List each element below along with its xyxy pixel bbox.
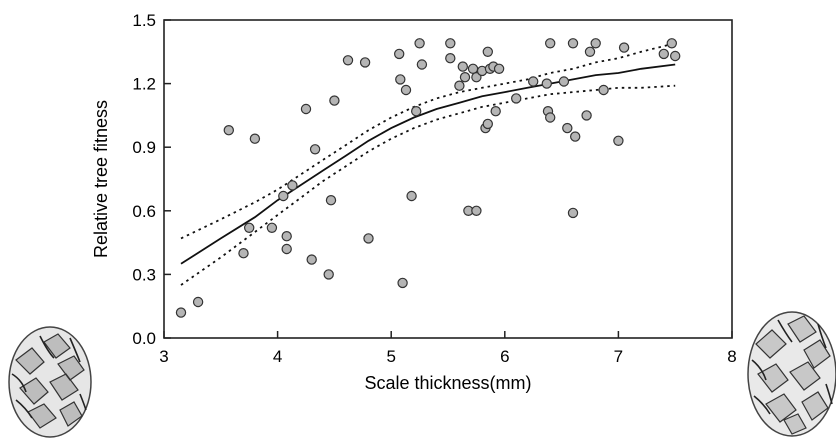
- data-point: [445, 53, 456, 64]
- data-point: [581, 110, 592, 121]
- x-axis-ticks: 3 4 5 6 7 8: [159, 331, 737, 366]
- y-tick-label: 0.6: [132, 202, 156, 221]
- data-point: [584, 46, 596, 58]
- data-point: [359, 57, 371, 68]
- data-point: [325, 194, 337, 206]
- data-point: [394, 48, 405, 60]
- x-axis-title: Scale thickness(mm): [364, 373, 531, 393]
- data-point: [249, 133, 261, 144]
- data-point: [482, 118, 493, 130]
- x-tick-label: 7: [614, 347, 623, 366]
- data-point: [545, 112, 556, 123]
- y-axis-title: Relative tree fitness: [91, 100, 111, 258]
- data-point: [459, 71, 471, 83]
- y-tick-label: 0.9: [132, 138, 156, 157]
- data-point: [309, 144, 321, 155]
- data-point: [411, 105, 422, 117]
- data-point: [414, 38, 425, 49]
- data-point: [306, 254, 317, 265]
- data-point: [223, 124, 234, 136]
- data-point: [570, 131, 581, 142]
- data-point: [562, 122, 573, 134]
- data-point: [329, 95, 340, 106]
- data-point: [598, 84, 609, 96]
- data-point: [281, 230, 292, 242]
- y-tick-label: 0.3: [132, 265, 156, 284]
- data-point: [278, 190, 289, 202]
- confidence-interval-lines: [180, 42, 676, 286]
- data-point: [281, 243, 292, 255]
- ci-upper-line: [180, 42, 676, 240]
- data-point: [567, 38, 579, 49]
- data-point: [658, 48, 670, 60]
- data-point: [342, 55, 354, 66]
- data-point: [545, 38, 556, 49]
- data-point: [395, 74, 406, 85]
- data-point: [567, 207, 579, 219]
- data-point: [287, 180, 298, 191]
- data-point: [590, 38, 601, 49]
- data-point: [300, 103, 312, 115]
- data-point: [471, 205, 482, 216]
- data-point: [416, 59, 428, 70]
- data-point: [558, 76, 570, 87]
- data-point: [471, 71, 482, 83]
- data-point: [397, 277, 408, 289]
- data-point: [266, 222, 278, 233]
- data-point: [175, 307, 187, 318]
- y-tick-label: 0.0: [132, 329, 156, 348]
- data-point: [613, 135, 624, 146]
- data-point: [666, 38, 678, 49]
- data-point: [400, 84, 412, 96]
- x-tick-label: 6: [500, 347, 509, 366]
- pine-cone-left-icon: [8, 326, 92, 438]
- data-point: [445, 38, 456, 49]
- data-point: [243, 222, 255, 233]
- data-point: [457, 61, 468, 72]
- x-tick-label: 3: [159, 347, 168, 366]
- plot-frame: [163, 19, 733, 339]
- data-point: [618, 42, 630, 53]
- data-point: [528, 76, 539, 87]
- data-point: [406, 190, 417, 202]
- ci-lower-line: [180, 84, 676, 286]
- data-point: [363, 233, 374, 244]
- data-point: [238, 247, 249, 259]
- data-point: [511, 93, 522, 104]
- data-point: [490, 105, 501, 117]
- y-tick-label: 1.2: [132, 75, 156, 94]
- y-axis-ticks: 0.0 0.3 0.6 0.9 1.2 1.5: [132, 11, 171, 348]
- x-tick-label: 8: [727, 347, 736, 366]
- data-point: [493, 63, 505, 75]
- data-points: [175, 38, 681, 318]
- data-point: [192, 296, 204, 308]
- x-tick-label: 5: [386, 347, 395, 366]
- x-tick-label: 4: [273, 347, 282, 366]
- data-point: [323, 269, 334, 280]
- y-tick-label: 1.5: [132, 11, 156, 30]
- data-point: [541, 78, 553, 89]
- pine-cone-right-icon: [747, 311, 836, 437]
- data-point: [454, 80, 465, 91]
- data-point: [670, 50, 681, 62]
- data-point: [482, 46, 493, 58]
